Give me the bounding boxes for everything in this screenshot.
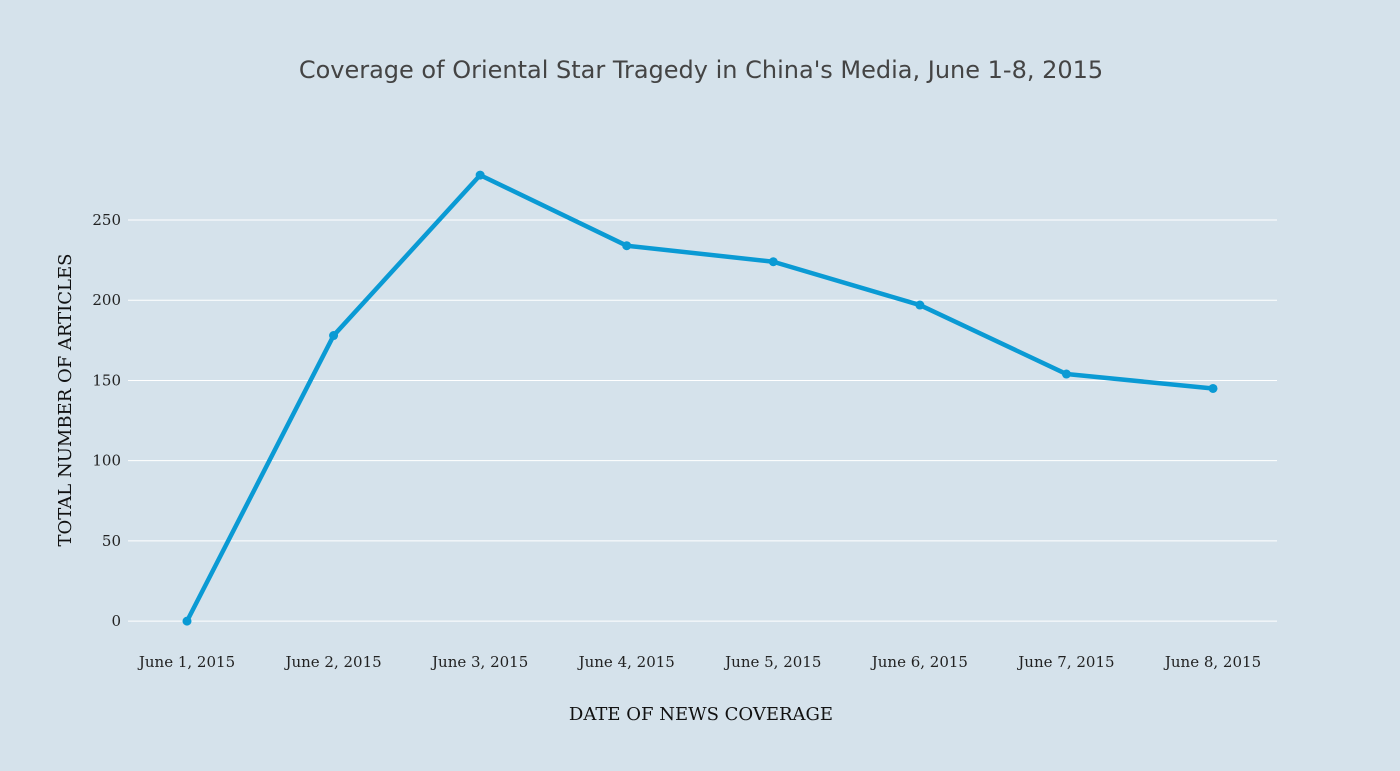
x-axis-title: DATE OF NEWS COVERAGE (569, 704, 833, 725)
x-tick-label: June 3, 2015 (430, 653, 528, 671)
y-tick-label: 50 (102, 532, 121, 550)
x-tick-label: June 1, 2015 (137, 653, 235, 671)
data-point[interactable] (182, 616, 192, 626)
data-point[interactable] (1061, 369, 1071, 379)
x-tick-label: June 8, 2015 (1163, 653, 1261, 671)
y-tick-label: 250 (92, 211, 121, 229)
x-tick-label: June 5, 2015 (723, 653, 821, 671)
y-axis-title: TOTAL NUMBER OF ARTICLES (55, 254, 76, 547)
x-tick-label: June 7, 2015 (1016, 653, 1114, 671)
data-point[interactable] (329, 331, 339, 341)
data-point[interactable] (1208, 383, 1218, 393)
y-tick-label: 200 (92, 291, 121, 309)
data-point[interactable] (915, 300, 925, 310)
series-layer (182, 170, 1218, 626)
y-axis-ticks: 0 50 100 150 200 250 (92, 211, 121, 630)
chart-title: Coverage of Oriental Star Tragedy in Chi… (299, 56, 1103, 84)
x-tick-label: June 4, 2015 (577, 653, 675, 671)
y-tick-label: 150 (92, 371, 121, 389)
y-tick-label: 100 (92, 452, 121, 470)
data-point[interactable] (475, 170, 485, 180)
series-line (184, 172, 1216, 624)
data-point[interactable] (622, 241, 632, 251)
x-axis-ticks: June 1, 2015 June 2, 2015 June 3, 2015 June… (137, 653, 1261, 671)
data-point[interactable] (768, 257, 778, 267)
grid-lines (128, 219, 1277, 622)
y-tick-label: 0 (111, 612, 121, 630)
x-tick-label: June 6, 2015 (870, 653, 968, 671)
x-tick-label: June 2, 2015 (283, 653, 381, 671)
